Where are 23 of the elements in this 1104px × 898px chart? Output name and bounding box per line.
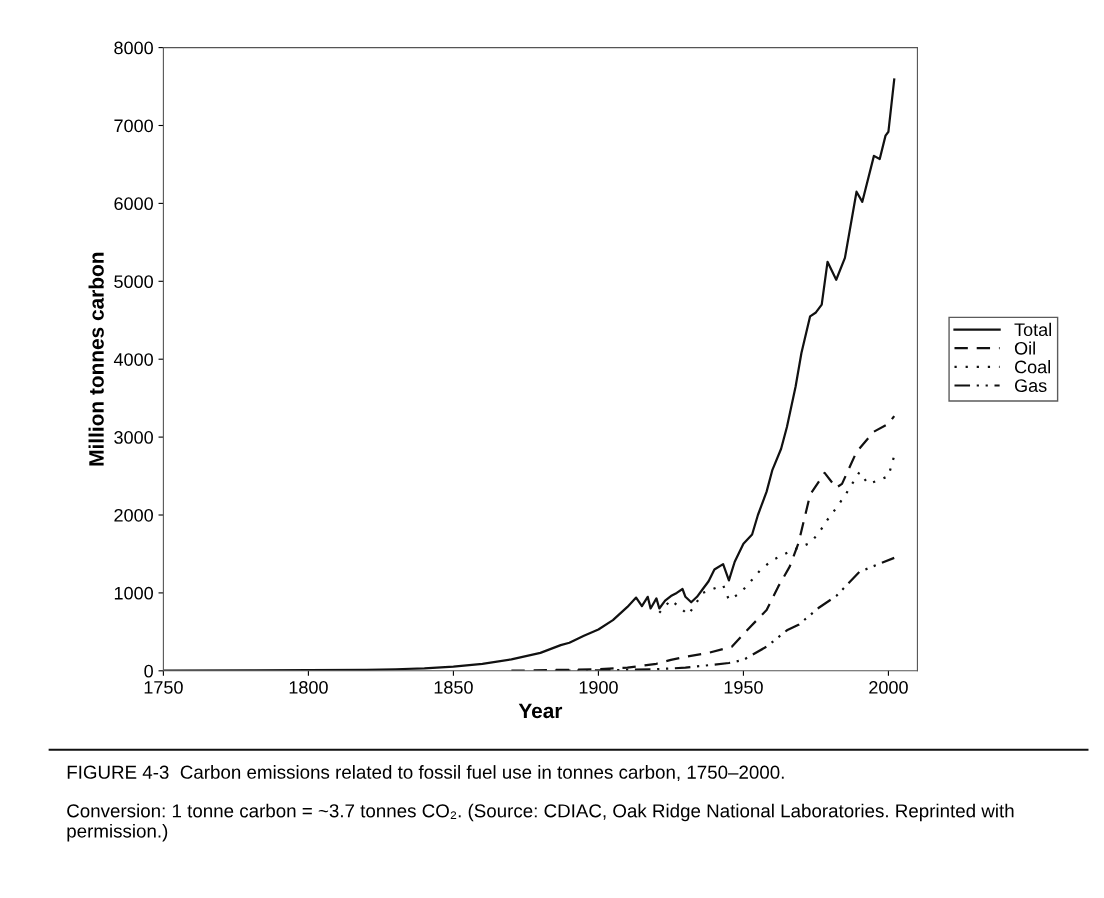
y-axis-title: Million tonnes carbon [88,252,104,466]
x-axis-title: Year [518,703,563,719]
y-tick-label: 6000 [114,197,153,211]
y-tick-label: 7000 [114,119,153,133]
y-tick-label: 2000 [114,508,153,522]
caption: FIGURE 4-3 Carbon emissions related to fossil fuel use in tonnes carbon, 1750–2000. [67,765,784,782]
y-tick-label: 8000 [114,41,153,55]
legend-label: Coal [1014,360,1050,374]
y-tick-label: 3000 [114,431,153,444]
legend-label: Total [1014,322,1051,337]
x-tick-label: 1900 [579,681,618,694]
text: Conversion: 1 tonne carbon = ~3.7 tonnes CO₂. (Source: CDIAC, Oak Ridge National Laboratories. Reprinted with permission.) [67,803,1014,842]
x-tick-label: 2000 [869,681,908,694]
legend-label: Gas [1014,379,1047,392]
x-tick-label: 1800 [289,681,328,694]
legend-label: Oil [1014,341,1035,355]
x-tick-label: 1750 [144,681,183,694]
y-tick-label: 4000 [113,353,153,366]
y-tick-label: 1000 [114,586,153,600]
y-tick-label: 0 [144,664,153,678]
x-tick-label: 1950 [724,681,763,694]
x-tick-label: 1850 [434,681,473,694]
y-tick-label: 5000 [114,275,153,289]
